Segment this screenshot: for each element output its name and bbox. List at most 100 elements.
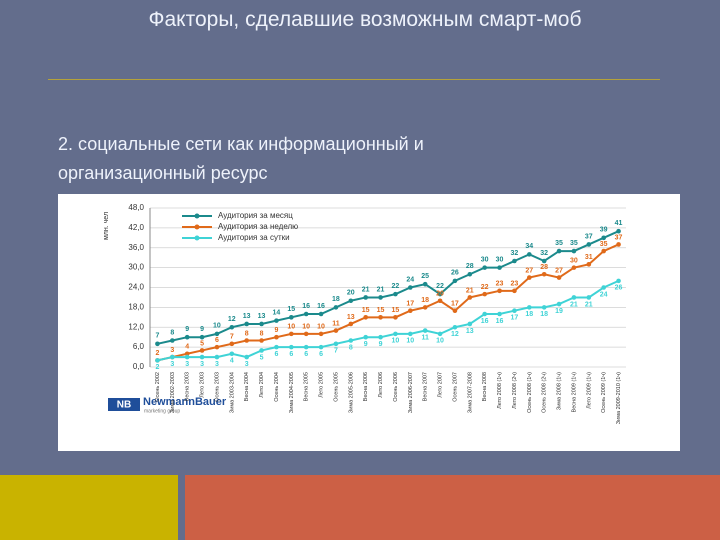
legend-label: Аудитория за неделю [218,222,298,231]
data-label: 25 [421,273,429,280]
data-label: 22 [392,283,400,290]
data-label: 31 [585,254,593,261]
data-label: 20 [436,291,444,298]
data-label: 3 [185,361,189,368]
data-label: 13 [466,328,474,335]
data-label: 22 [436,283,444,290]
point [348,321,354,327]
data-label: 23 [496,281,504,288]
point [378,334,383,340]
x-tick-label: Осень 2008 (2ч) [542,372,548,413]
point [199,354,205,360]
point [378,295,383,300]
point [318,311,324,317]
x-tick-label: Весна 2004 [244,372,250,401]
data-label: 3 [200,361,204,368]
point [155,358,160,363]
data-label: 9 [185,326,189,333]
data-label: 13 [347,314,355,321]
data-label: 19 [555,308,563,315]
x-tick-label: Зима 2006-2007 [408,372,414,413]
point [467,321,473,327]
data-label: 6 [289,351,293,358]
data-label: 7 [155,333,159,340]
data-label: 2 [155,364,159,371]
x-tick-label: Зима 2005-2006 [348,372,354,413]
data-label: 35 [555,240,563,247]
data-label: 9 [274,327,278,334]
point [616,242,621,247]
data-label: 15 [377,307,385,314]
y-tick-label: 6,0 [133,342,145,351]
point [318,344,324,350]
point [184,354,190,360]
data-label: 32 [511,250,519,257]
point [393,331,398,337]
x-tick-label: Весна 2006 [363,372,369,401]
point [556,301,562,307]
x-tick-label: Зима 2002-2003 [170,372,176,413]
point [393,315,398,320]
point [586,295,592,300]
x-tick-label: Осень 2007 [452,372,458,402]
point [616,228,621,234]
x-tick-label: Лето 2003 [200,372,206,398]
y-tick-label: 36,0 [128,243,144,252]
data-label: 37 [585,233,593,240]
x-tick-label: Зима 2004-2005 [289,372,295,413]
y-tick-label: 42,0 [128,223,144,232]
x-tick-label: Лето 2005 [319,372,325,398]
legend-label: Аудитория за месяц [218,211,293,220]
point [467,295,473,300]
data-label: 26 [451,270,459,277]
point [303,331,309,337]
point [586,262,592,267]
point [348,338,354,343]
data-label: 3 [170,347,174,354]
point [452,324,458,330]
point [408,331,413,337]
data-label: 30 [570,257,578,264]
data-label: 10 [436,338,444,345]
x-tick-label: Лето 2004 [259,372,265,398]
point [378,315,383,320]
x-tick-label: Зима 2009-2010 (1ч) [616,372,622,424]
point [512,258,517,264]
data-label: 18 [332,296,340,303]
x-tick-label: Весна 2009 (1ч) [571,372,577,413]
point [601,285,606,290]
point [333,328,339,333]
data-label: 8 [260,330,264,337]
slide-title: Факторы, сделавшие возможным смарт-моб [148,8,582,31]
footer-bar-left [0,475,178,540]
legend-marker [194,224,200,230]
x-tick-label: Осень 2009 (1ч) [601,372,607,413]
point [214,331,220,337]
legend-label: Аудитория за сутки [218,233,290,242]
point [184,334,190,340]
point [497,288,502,294]
chart-background [58,194,680,451]
data-label: 41 [615,220,623,227]
data-label: 27 [555,267,563,274]
y-tick-label: 48,0 [128,203,144,212]
data-label: 15 [392,307,400,314]
data-label: 18 [525,311,533,318]
point [274,344,279,350]
point [437,298,443,304]
x-tick-label: Осень 2006 [393,372,399,402]
point [318,331,324,337]
point [229,351,235,357]
x-tick-label: Осень 2005 [333,372,339,402]
point [527,275,532,280]
x-tick-label: Зима 2007-2008 [467,372,473,413]
point [289,315,294,320]
point [541,271,547,277]
x-tick-label: Осень 2004 [274,372,280,402]
point [259,338,264,343]
data-label: 13 [258,313,266,320]
point [333,341,339,347]
point [437,331,443,337]
point [556,248,562,254]
